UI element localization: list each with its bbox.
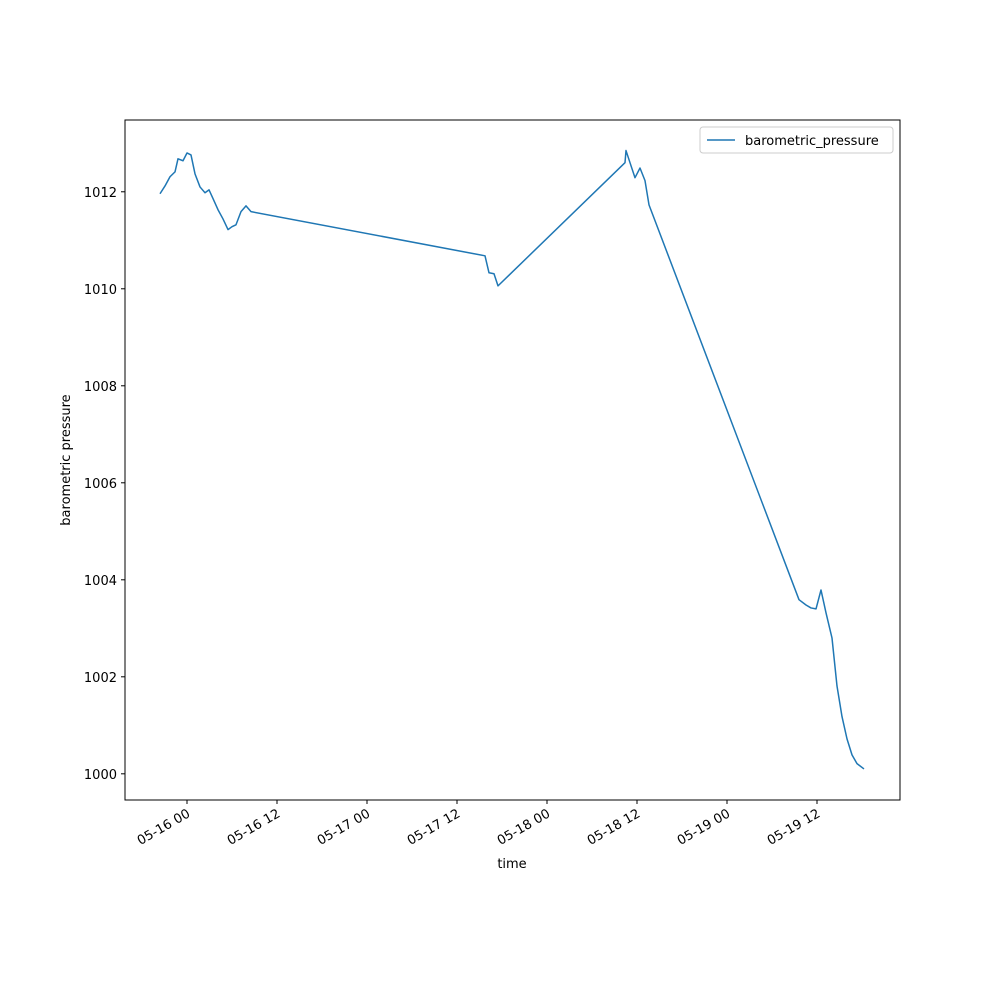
legend: barometric_pressure	[699, 126, 894, 154]
plot-frame	[124, 119, 901, 801]
y-tick-label: 1012	[84, 186, 117, 201]
legend-label: barometric_pressure	[745, 134, 879, 149]
x-tick-label: 05-18 00	[495, 806, 553, 848]
x-tick-label: 05-19 12	[765, 806, 823, 848]
x-tick-label: 05-18 12	[585, 806, 643, 848]
y-tick-label: 1010	[84, 283, 117, 298]
x-axis-label: time	[497, 857, 526, 872]
y-tick-label: 1000	[84, 768, 117, 783]
x-tick-label: 05-17 00	[315, 806, 373, 848]
x-tick-label: 05-16 12	[225, 806, 283, 848]
y-tick-label: 1006	[84, 477, 117, 492]
x-tick-label: 05-17 12	[405, 806, 463, 848]
legend-box	[699, 126, 894, 154]
x-tick-label: 05-16 00	[135, 806, 193, 848]
y-tick-label: 1008	[84, 380, 117, 395]
x-tick-label: 05-19 00	[675, 806, 733, 848]
y-tick-label: 1004	[84, 574, 117, 589]
data-line	[159, 149, 865, 770]
y-axis-label: barometric pressure	[59, 394, 74, 525]
y-tick-label: 1002	[84, 671, 117, 686]
